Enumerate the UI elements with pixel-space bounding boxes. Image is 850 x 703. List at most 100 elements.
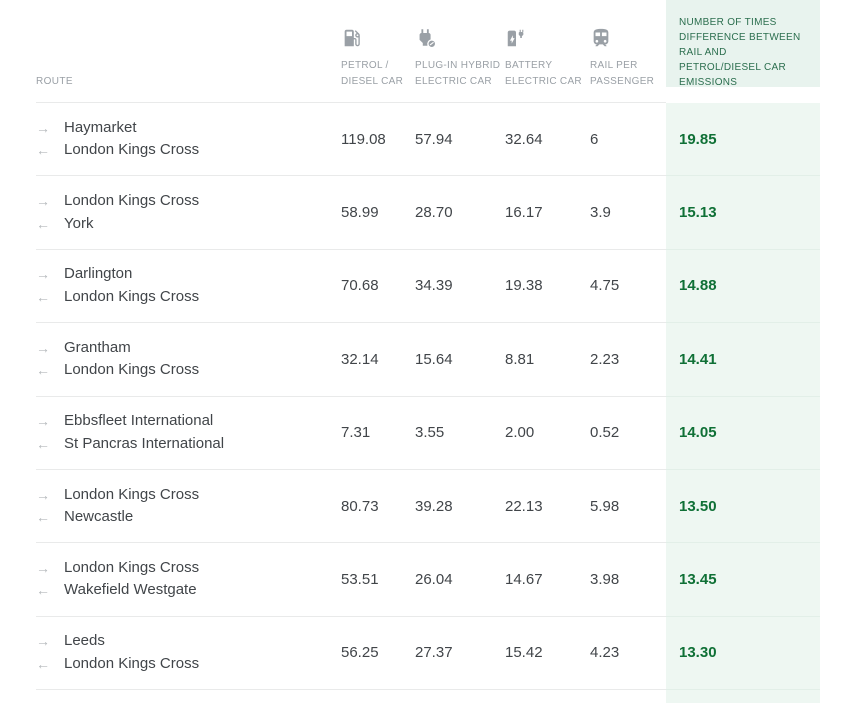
outbound-station: London Kings Cross — [64, 558, 200, 576]
arrow-right-icon: → — [36, 633, 50, 650]
outbound-station: Darlington — [64, 265, 133, 283]
table-row: → Grantham ← London Kings Cross 32.14 15.6… — [0, 323, 820, 397]
column-header-battery-electric: BATTERY ELECTRIC CAR — [505, 0, 590, 103]
battery-electric-value: 15.42 — [505, 617, 590, 690]
table-row-partial — [0, 690, 820, 703]
table-header-row: ROUTE PETROL / DIESEL CAR PLUG-IN HYBRID… — [0, 0, 820, 103]
arrow-left-icon: ← — [36, 142, 50, 159]
table-row: → London Kings Cross ← York 58.99 28.70 16… — [0, 176, 820, 250]
plugin-hybrid-value: 39.28 — [415, 470, 505, 544]
outbound-station: London Kings Cross — [64, 192, 200, 210]
column-header-plugin-hybrid: PLUG-IN HYBRID ELECTRIC CAR — [415, 0, 505, 103]
arrow-right-icon: → — [36, 119, 50, 136]
route-cell: → Darlington ← London Kings Cross — [36, 250, 341, 324]
left-gutter — [0, 0, 36, 103]
route-cell: → Leeds ← London Kings Cross — [36, 617, 341, 690]
route-cell: → Haymarket ← London Kings Cross — [36, 103, 341, 177]
rail-value: 4.23 — [590, 617, 666, 690]
times-difference-value: 14.88 — [666, 249, 820, 324]
times-difference-value: 13.30 — [666, 616, 820, 690]
rail-value: 4.75 — [590, 250, 666, 324]
arrow-right-icon: → — [36, 193, 50, 210]
battery-electric-value: 14.67 — [505, 543, 590, 617]
column-header-petrol-diesel: PETROL / DIESEL CAR — [341, 0, 415, 103]
arrow-left-icon: ← — [36, 215, 50, 232]
arrow-right-icon: → — [36, 413, 50, 430]
highlight-column-header: NUMBER OF TIMES DIFFERENCE BETWEEN RAIL … — [666, 0, 820, 88]
table-row: → Leeds ← London Kings Cross 56.25 27.37 1… — [0, 616, 820, 690]
arrow-left-icon: ← — [36, 288, 50, 305]
plugin-hybrid-value — [415, 690, 505, 703]
petrol-diesel-value: 53.51 — [341, 543, 415, 617]
route-cell: → London Kings Cross ← York — [36, 176, 341, 250]
times-difference-value: 14.41 — [666, 323, 820, 397]
plugin-hybrid-value: 3.55 — [415, 397, 505, 470]
arrow-left-icon: ← — [36, 435, 50, 452]
rail-value: 3.9 — [590, 176, 666, 250]
arrow-right-icon: → — [36, 486, 50, 503]
plugin-hybrid-value: 15.64 — [415, 323, 505, 397]
column-label-line: PLUG-IN HYBRID — [415, 60, 501, 71]
route-column-header: ROUTE — [36, 0, 341, 103]
return-station: London Kings Cross — [64, 361, 200, 379]
left-gutter — [0, 103, 36, 176]
column-label-line: PASSENGER — [590, 76, 655, 87]
table-row: → Ebbsfleet International ← St Pancras Int… — [0, 396, 820, 470]
rail-value: 3.98 — [590, 543, 666, 617]
fuel-pump-icon — [341, 27, 415, 58]
plug-icon — [415, 27, 505, 58]
column-label-line: BATTERY — [505, 60, 553, 71]
column-label-line: ELECTRIC CAR — [505, 76, 582, 87]
table-row: → Haymarket ← London Kings Cross 119.08 57… — [0, 103, 820, 177]
petrol-diesel-value: 58.99 — [341, 176, 415, 250]
battery-electric-value: 19.38 — [505, 250, 590, 324]
petrol-diesel-value: 70.68 — [341, 250, 415, 324]
return-station: London Kings Cross — [64, 654, 200, 672]
emissions-comparison-table: ROUTE PETROL / DIESEL CAR PLUG-IN HYBRID… — [0, 0, 820, 703]
return-station: London Kings Cross — [64, 141, 200, 159]
column-label-line: ELECTRIC CAR — [415, 76, 492, 87]
arrow-right-icon: → — [36, 339, 50, 356]
battery-ev-icon — [505, 27, 590, 58]
outbound-station: London Kings Cross — [64, 485, 200, 503]
plugin-hybrid-value: 27.37 — [415, 617, 505, 690]
left-gutter — [0, 543, 36, 616]
left-gutter — [0, 470, 36, 543]
rail-value: 5.98 — [590, 470, 666, 544]
petrol-diesel-value: 119.08 — [341, 103, 415, 177]
route-cell — [36, 690, 341, 703]
return-station: St Pancras International — [64, 434, 225, 452]
column-label-line: RAIL PER — [590, 60, 638, 71]
left-gutter — [0, 617, 36, 690]
train-icon — [590, 27, 666, 58]
times-difference-value: 15.13 — [666, 176, 820, 250]
left-gutter — [0, 176, 36, 249]
column-label-line: PETROL / — [341, 60, 389, 71]
arrow-left-icon: ← — [36, 655, 50, 672]
left-gutter — [0, 323, 36, 396]
battery-electric-value: 22.13 — [505, 470, 590, 544]
outbound-station: Haymarket — [64, 118, 137, 136]
plugin-hybrid-value: 28.70 — [415, 176, 505, 250]
arrow-right-icon: → — [36, 266, 50, 283]
petrol-diesel-value: 7.31 — [341, 397, 415, 470]
outbound-station: Leeds — [64, 632, 105, 650]
rail-value: 2.23 — [590, 323, 666, 397]
plugin-hybrid-value: 34.39 — [415, 250, 505, 324]
left-gutter — [0, 690, 36, 703]
return-station: London Kings Cross — [64, 287, 200, 305]
battery-electric-value: 8.81 — [505, 323, 590, 397]
battery-electric-value: 16.17 — [505, 176, 590, 250]
times-difference-value: 19.85 — [666, 103, 820, 177]
arrow-right-icon: → — [36, 559, 50, 576]
times-difference-value: 14.05 — [666, 396, 820, 470]
petrol-diesel-value: 56.25 — [341, 617, 415, 690]
plugin-hybrid-value: 26.04 — [415, 543, 505, 617]
battery-electric-value — [505, 690, 590, 703]
petrol-diesel-value — [341, 690, 415, 703]
column-header-rail: RAIL PER PASSENGER — [590, 0, 666, 103]
battery-electric-value: 2.00 — [505, 397, 590, 470]
plugin-hybrid-value: 57.94 — [415, 103, 505, 177]
route-cell: → London Kings Cross ← Wakefield Westgate — [36, 543, 341, 617]
outbound-station: Grantham — [64, 338, 131, 356]
